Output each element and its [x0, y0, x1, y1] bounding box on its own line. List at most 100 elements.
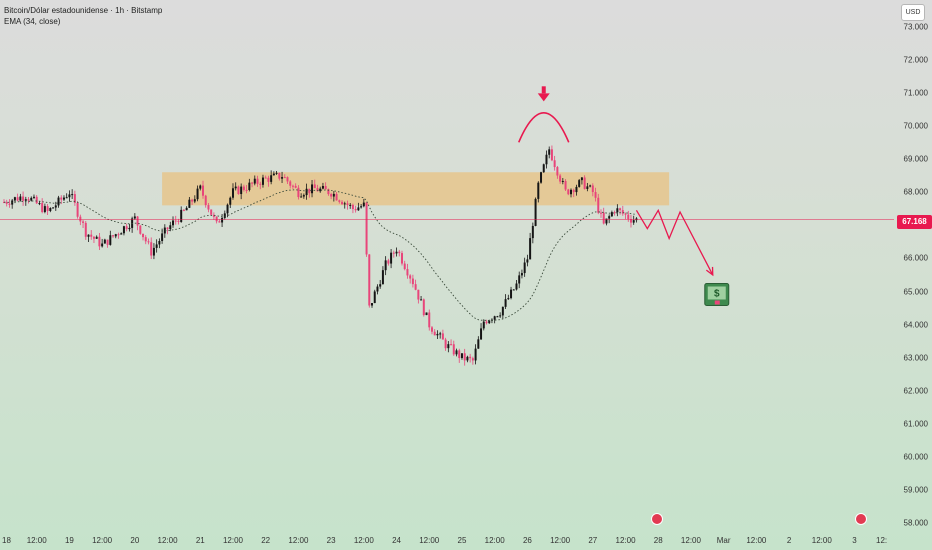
candle-body	[518, 275, 521, 284]
candle-body	[71, 194, 74, 196]
candle-body	[602, 212, 605, 224]
candle-body	[144, 237, 147, 242]
candle-body	[136, 216, 139, 226]
candle-body	[188, 199, 191, 208]
candle-body	[324, 186, 327, 190]
candle-body	[447, 344, 450, 349]
candle-body	[414, 284, 417, 290]
candle-body	[338, 200, 341, 202]
candle-body	[234, 186, 237, 189]
down-arrow-shaft	[541, 86, 546, 94]
candle-body	[264, 177, 267, 179]
candle-body	[169, 225, 172, 230]
candle-body	[245, 189, 248, 191]
candle-body	[240, 186, 243, 195]
candle-body	[520, 273, 523, 276]
x-tick-label: Mar	[716, 536, 731, 545]
candle-body	[341, 201, 344, 205]
indicator-legend: EMA (34, close)	[4, 17, 61, 26]
candle-body	[294, 185, 297, 188]
candle-body	[73, 194, 76, 203]
x-tick-label: 12:00	[484, 536, 505, 545]
candle-body	[441, 333, 444, 340]
candle-body	[629, 219, 632, 223]
projection-arrow-icon	[705, 266, 714, 277]
candle-body	[540, 172, 543, 183]
price-chart-plot[interactable]: $	[0, 0, 894, 530]
candle-body	[529, 238, 532, 260]
candle-body	[316, 188, 319, 192]
candle-body	[101, 243, 104, 247]
y-tick-label: 69.000	[903, 154, 928, 164]
candle-body	[319, 188, 322, 192]
candle-body	[106, 239, 109, 245]
candle-body	[398, 251, 401, 254]
candle-body	[542, 164, 545, 173]
x-tick-label: 12:00	[26, 536, 47, 545]
candle-body	[231, 188, 234, 198]
candle-body	[332, 193, 335, 197]
candle-body	[458, 350, 461, 359]
candle-body	[545, 154, 548, 165]
candle-body	[35, 196, 38, 204]
candle-body	[621, 210, 624, 214]
y-tick-label: 70.000	[903, 121, 928, 131]
x-tick-label: 12:	[876, 536, 888, 545]
candle-body	[289, 181, 292, 186]
candle-body	[564, 180, 567, 190]
candle-body	[311, 184, 314, 194]
candle-body	[256, 178, 259, 184]
candle-body	[591, 185, 594, 193]
candle-body	[54, 205, 57, 208]
candle-body	[608, 216, 611, 219]
price-axis[interactable]: 73.00072.00071.00070.00069.00068.00067.0…	[894, 0, 932, 530]
candle-body	[575, 186, 578, 193]
candle-body	[583, 177, 586, 189]
candle-body	[403, 263, 406, 270]
candle-body	[8, 203, 11, 205]
candle-body	[90, 234, 93, 237]
candle-body	[537, 182, 540, 199]
candle-body	[632, 220, 635, 223]
candle-body	[436, 333, 439, 336]
candle-body	[248, 182, 251, 190]
candle-body	[120, 233, 123, 235]
candle-body	[507, 298, 510, 300]
candle-body	[253, 178, 256, 184]
candle-body	[207, 205, 210, 210]
candle-body	[501, 306, 504, 316]
candle-body	[84, 222, 87, 237]
candle-body	[553, 160, 556, 168]
y-tick-label: 61.000	[903, 419, 928, 429]
candle-body	[556, 167, 559, 176]
candle-body	[488, 320, 491, 324]
candle-body	[52, 207, 55, 209]
candle-body	[387, 260, 390, 264]
candle-body	[308, 188, 311, 194]
candle-body	[409, 275, 412, 279]
candle-body	[477, 339, 480, 349]
ema-line	[3, 189, 637, 321]
candle-body	[32, 196, 35, 198]
candle-body	[512, 289, 515, 291]
candle-body	[411, 278, 414, 285]
event-flag-icon[interactable]	[651, 513, 663, 525]
candle-body	[19, 196, 22, 201]
event-flag-icon[interactable]	[855, 513, 867, 525]
x-tick-label: 12:00	[92, 536, 113, 545]
candle-body	[210, 209, 213, 215]
currency-button[interactable]: USD	[901, 4, 925, 21]
candle-body	[482, 321, 485, 329]
candle-body	[392, 252, 395, 254]
candle-body	[38, 203, 41, 205]
candle-body	[466, 356, 469, 361]
dollar-sign-glyph: $	[714, 289, 720, 300]
candle-body	[534, 198, 537, 226]
candle-body	[79, 216, 82, 222]
time-axis[interactable]: 18 12:00 19 12:00 20 12:00 21 12:00 22 12:00 23 12:…	[0, 530, 894, 550]
candle-body	[199, 185, 202, 189]
y-tick-label: 60.000	[903, 452, 928, 462]
symbol-title: Bitcoin/Dólar estadounidense · 1h · Bits…	[4, 6, 163, 15]
candle-body	[619, 208, 622, 211]
candle-body	[62, 197, 65, 200]
